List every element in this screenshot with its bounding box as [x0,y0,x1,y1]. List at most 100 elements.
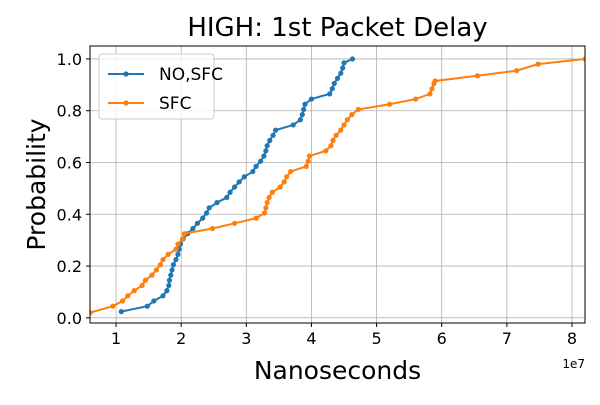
data-point-no-sfc [264,143,270,149]
data-point-no-sfc [170,262,176,268]
data-point-sfc [253,215,259,221]
data-point-sfc [341,122,347,128]
data-point-no-sfc [118,309,124,315]
data-point-no-sfc [341,60,347,66]
x-tick-label: 6 [437,329,447,348]
data-point-sfc [323,148,329,154]
data-point-no-sfc [297,117,303,123]
data-point-no-sfc [340,65,346,71]
x-axis-offset-label: 1e7 [562,357,585,371]
data-point-no-sfc [267,137,273,144]
legend-marker-sfc [123,100,129,106]
data-point-sfc [429,86,435,92]
legend-label-sfc: SFC [159,94,191,114]
data-point-sfc [355,106,361,113]
data-point-no-sfc [231,184,238,190]
data-point-no-sfc [144,303,150,309]
data-point-no-sfc [224,194,230,201]
data-point-sfc [142,277,148,283]
data-point-sfc [157,262,163,268]
x-tick-label: 1 [111,329,121,348]
data-point-sfc [413,96,419,102]
data-point-no-sfc [203,210,210,216]
x-tick-label: 8 [567,329,577,348]
data-point-sfc [231,220,238,226]
data-point-no-sfc [164,288,170,294]
data-point-no-sfc [194,220,201,226]
data-point-no-sfc [308,96,315,102]
legend-marker-no-sfc [123,71,129,77]
data-point-sfc [181,231,188,237]
x-tick-label: 2 [176,329,186,348]
data-point-sfc [125,293,131,299]
data-point-sfc [344,117,350,123]
data-point-no-sfc [327,91,333,97]
data-point-no-sfc [253,163,259,169]
data-point-sfc [582,56,585,62]
y-tick-label: 0.0 [57,309,82,328]
data-point-no-sfc [258,158,264,164]
data-point-sfc [281,179,287,185]
data-point-sfc [160,256,166,263]
data-point-no-sfc [236,179,242,185]
chart-title: HIGH: 1st Packet Delay [187,13,487,43]
data-point-no-sfc [227,189,233,195]
data-point-sfc [303,163,309,169]
data-point-sfc [263,205,269,211]
data-point-no-sfc [290,122,296,128]
legend-box [98,53,215,120]
data-point-no-sfc [338,70,344,76]
data-point-sfc [266,194,272,201]
data-point-sfc [427,91,433,97]
data-point-no-sfc [166,282,172,289]
series-sfc [90,56,585,316]
data-point-no-sfc [166,277,173,283]
data-point-no-sfc [250,168,256,175]
data-point-sfc [387,101,393,107]
legend: NO,SFC SFC [98,53,223,120]
data-point-no-sfc [168,272,174,278]
legend-label-no-sfc: NO,SFC [159,65,223,85]
x-tick-label: 5 [371,329,381,348]
x-tick-label: 3 [241,329,251,348]
data-point-sfc [338,127,344,133]
data-point-no-sfc [206,205,212,211]
data-point-sfc [330,137,336,144]
data-point-sfc [333,132,339,138]
data-point-no-sfc [190,225,196,232]
data-point-sfc [277,184,283,190]
x-axis-label: Nanoseconds [254,356,421,385]
data-point-sfc [261,210,268,216]
data-point-no-sfc [169,267,175,273]
data-point-no-sfc [334,75,341,81]
data-point-no-sfc [151,298,157,304]
data-point-sfc [432,78,438,84]
data-point-sfc [269,189,275,195]
data-point-sfc [149,272,155,278]
data-point-no-sfc [200,215,206,221]
data-point-sfc [153,267,160,273]
data-point-no-sfc [160,293,166,299]
data-point-sfc [90,310,93,316]
data-point-sfc [474,73,481,79]
data-point-sfc [173,246,179,252]
data-point-no-sfc [261,153,267,159]
data-point-sfc [131,288,137,294]
data-point-no-sfc [241,174,247,180]
y-tick-label: 0.8 [57,102,82,121]
y-axis-label: Probability [22,118,51,250]
data-point-no-sfc [263,148,269,154]
plot-frame [89,45,586,324]
data-point-no-sfc [214,200,220,206]
data-point-sfc [284,174,290,180]
data-point-sfc [110,303,116,309]
data-point-sfc [535,61,541,67]
data-point-sfc [328,143,334,149]
data-point-no-sfc [331,80,337,87]
x-tick-label: 7 [502,329,512,348]
data-point-no-sfc [301,106,307,113]
data-point-no-sfc [302,101,308,107]
data-point-sfc [514,67,520,74]
